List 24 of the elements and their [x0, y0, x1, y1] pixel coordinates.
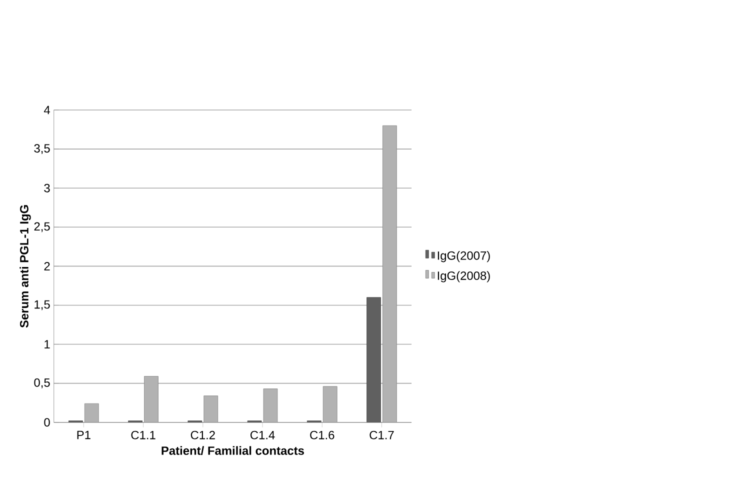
y-tick-label: 0 — [44, 418, 50, 427]
y-axis-title: Serum anti PGL-1 IgG — [20, 205, 31, 328]
y-tick-label: 1,5 — [34, 300, 50, 310]
bar — [84, 403, 99, 422]
y-tick-label: 3,5 — [34, 144, 50, 154]
x-tick-label: C1.1 — [131, 430, 156, 440]
x-tick-label: C1.4 — [250, 430, 275, 440]
y-tick-label: 3 — [44, 184, 50, 192]
y-tick-label: 4 — [44, 106, 50, 114]
x-tick-label: C1.7 — [370, 430, 394, 440]
y-tick-label: 2,5 — [34, 222, 50, 232]
y-tick-label: 0,5 — [34, 378, 50, 388]
x-tick-label: C1.6 — [310, 430, 334, 440]
legend-label: IgG(2007) — [438, 251, 490, 262]
bar — [366, 297, 381, 422]
legend-label: IgG(2008) — [438, 271, 490, 282]
x-axis-title: Patient/ Familial contacts — [162, 446, 304, 456]
x-tick-label: C1.2 — [190, 430, 215, 440]
bar — [204, 396, 218, 422]
y-tick-label: 1 — [44, 340, 50, 348]
bar — [263, 388, 278, 422]
y-tick-label: 2 — [44, 262, 50, 270]
x-tick-label: P1 — [77, 430, 90, 440]
bar — [322, 386, 338, 422]
